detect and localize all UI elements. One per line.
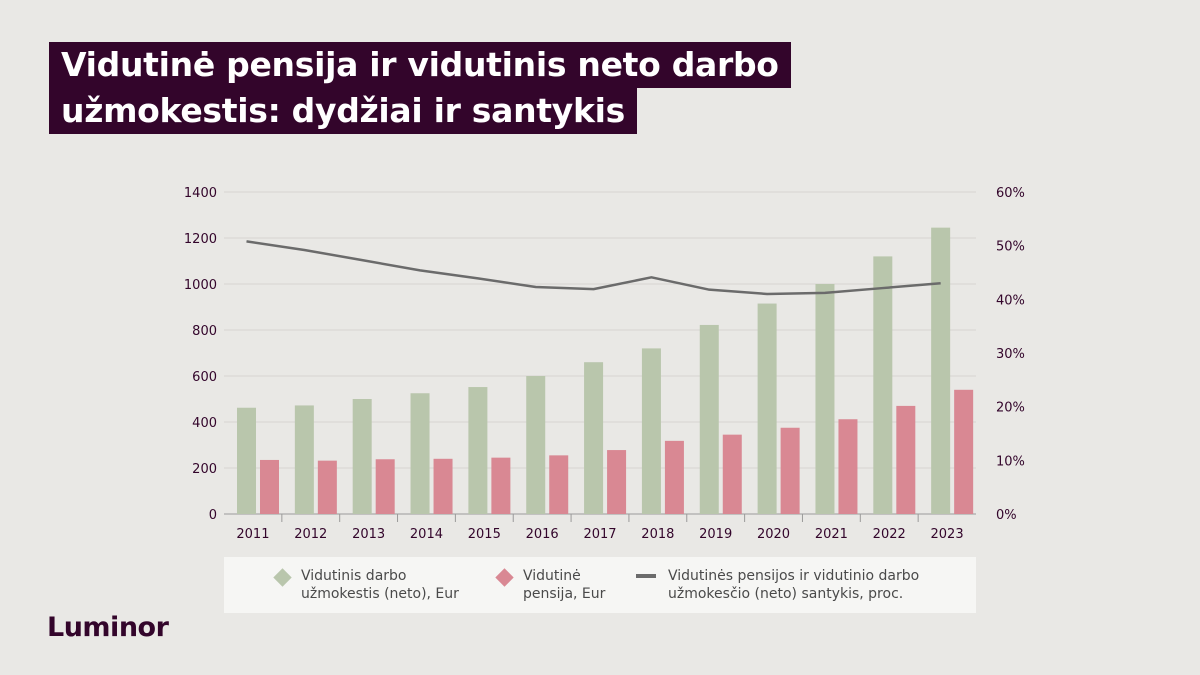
x-tick-label: 2015 xyxy=(468,527,501,542)
y-tick-label: 400 xyxy=(192,416,217,431)
bar-pension-2016 xyxy=(549,455,569,514)
legend-pension-label-line-2: pensija, Eur xyxy=(523,586,606,602)
x-tick-label: 2021 xyxy=(815,527,848,542)
bar-wage-2015 xyxy=(468,387,488,514)
bar-wage-2014 xyxy=(410,393,430,514)
bar-wage-2022 xyxy=(873,256,893,514)
y2-tick-label: 40% xyxy=(996,293,1025,308)
x-tick-label: 2013 xyxy=(352,527,385,542)
y2-tick-label: 30% xyxy=(996,347,1025,362)
bar-pension-2013 xyxy=(375,459,395,514)
bar-wage-2023 xyxy=(931,227,951,514)
bar-wage-2020 xyxy=(757,303,777,514)
y-tick-label: 1200 xyxy=(184,232,217,247)
x-tick-label: 2012 xyxy=(294,527,327,542)
y-tick-label: 800 xyxy=(192,324,217,339)
bar-wage-2018 xyxy=(641,348,661,514)
x-tick-label: 2019 xyxy=(699,527,732,542)
bar-pension-2020 xyxy=(780,427,800,514)
x-tick-label: 2018 xyxy=(641,527,674,542)
x-tick-label: 2017 xyxy=(583,527,616,542)
bar-pension-2019 xyxy=(722,434,742,514)
y-tick-label: 1400 xyxy=(184,186,217,201)
bar-wage-2011 xyxy=(237,407,256,514)
y-tick-label: 200 xyxy=(192,462,217,477)
y-tick-label: 1000 xyxy=(184,278,217,293)
legend-item-pension: Vidutinė pensija, Eur xyxy=(494,567,605,603)
legend-item-ratio: Vidutinės pensijos ir vidutinio darbo už… xyxy=(636,567,919,603)
y2-tick-label: 10% xyxy=(996,454,1025,469)
ratio-line-group xyxy=(246,240,941,296)
x-tick-label: 2016 xyxy=(526,527,559,542)
ratio-line xyxy=(246,240,941,296)
bar-pension-2018 xyxy=(664,440,684,514)
x-tick-label: 2014 xyxy=(410,527,443,542)
y2-tick-label: 60% xyxy=(996,186,1025,201)
y-tick-label: 0 xyxy=(209,508,217,523)
y2-tick-label: 50% xyxy=(996,240,1025,255)
legend: Vidutinis darbo užmokestis (neto), Eur V… xyxy=(224,557,976,613)
bar-pension-2014 xyxy=(433,458,453,514)
bar-wage-2016 xyxy=(526,376,546,514)
chart-title-line-1: Vidutinė pensija ir vidutinis neto darbo xyxy=(49,42,791,88)
legend-item-wage: Vidutinis darbo užmokestis (neto), Eur xyxy=(272,567,459,603)
legend-wage-label-line-1: Vidutinis darbo xyxy=(301,568,407,584)
y-tick-label: 600 xyxy=(192,370,217,385)
bars xyxy=(237,227,974,514)
bar-wage-2012 xyxy=(294,405,314,514)
right-axis-ticks: 0% 10% 20% 30% 40% 50% 60% xyxy=(996,186,1025,523)
x-axis-ticks: 2011 2012 2013 2014 2015 2016 2017 2018 2019 2020… xyxy=(236,527,963,542)
legend-wage-label-line-2: užmokestis (neto), Eur xyxy=(301,586,459,602)
legend-wage-marker-icon xyxy=(273,568,292,587)
brand-logo: Luminor xyxy=(47,612,169,643)
bar-wage-2019 xyxy=(699,324,719,514)
legend-ratio-marker-icon xyxy=(636,574,656,578)
bar-wage-2013 xyxy=(352,399,372,514)
left-axis-ticks: 0 200 400 600 800 1000 1200 1400 xyxy=(184,186,217,523)
y2-tick-label: 0% xyxy=(996,508,1017,523)
x-tick-label: 2011 xyxy=(236,527,269,542)
chart-title-line-2: užmokestis: dydžiai ir santykis xyxy=(49,88,637,134)
bar-pension-2015 xyxy=(491,457,511,514)
legend-ratio-label-line-1: Vidutinės pensijos ir vidutinio darbo xyxy=(668,568,920,584)
bar-pension-2011 xyxy=(260,459,279,514)
bar-wage-2021 xyxy=(815,284,835,514)
x-tick-label: 2022 xyxy=(873,527,906,542)
bar-pension-2023 xyxy=(954,389,974,514)
legend-pension-marker-icon xyxy=(495,568,514,587)
bar-pension-2021 xyxy=(838,419,858,514)
x-tick-label: 2020 xyxy=(757,527,790,542)
y2-tick-label: 20% xyxy=(996,401,1025,416)
legend-pension-label-line-1: Vidutinė xyxy=(523,568,581,584)
legend-ratio-label-line-2: užmokesčio (neto) santykis, proc. xyxy=(668,586,904,602)
bar-pension-2022 xyxy=(896,405,916,514)
bar-pension-2012 xyxy=(317,460,337,514)
bar-pension-2017 xyxy=(607,450,627,514)
bar-wage-2017 xyxy=(584,362,604,514)
x-tick-label: 2023 xyxy=(931,527,964,542)
